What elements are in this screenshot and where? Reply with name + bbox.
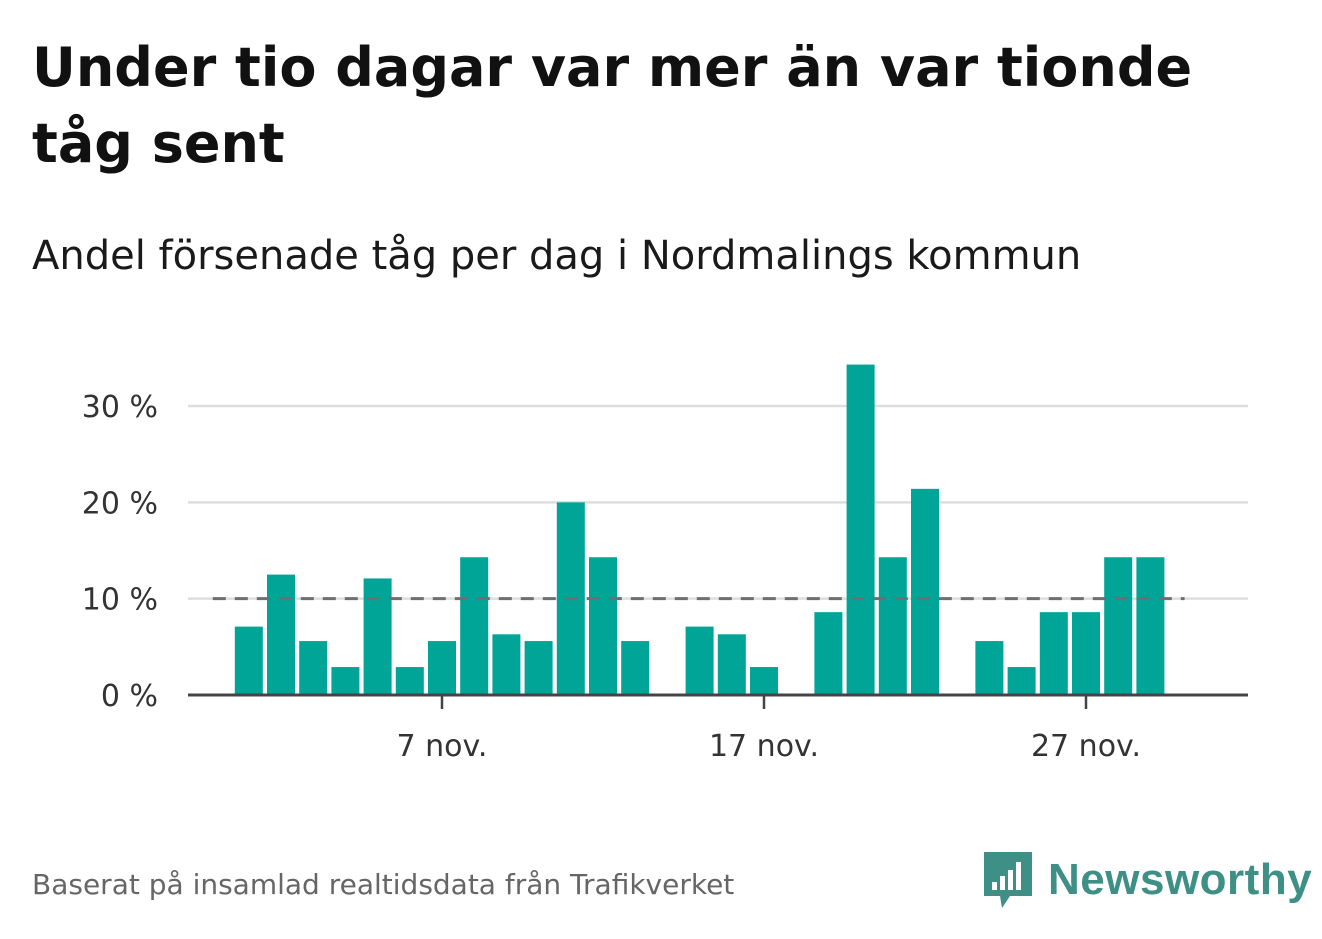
bar (1136, 557, 1165, 695)
bar (814, 612, 843, 695)
x-tick-label: 17 nov. (709, 729, 819, 764)
y-tick-label: 10 % (82, 583, 158, 618)
bar (750, 667, 778, 695)
bar (395, 667, 424, 695)
x-tick-label: 27 nov. (1031, 729, 1141, 764)
bar (267, 574, 295, 695)
logo-text: Newsworthy (1048, 855, 1313, 904)
bar (1039, 612, 1068, 695)
y-tick-label: 0 % (101, 679, 158, 714)
bar (524, 641, 553, 695)
x-tick-label: 7 nov. (397, 729, 488, 764)
bar (1104, 557, 1133, 695)
source-note: Baserat på insamlad realtidsdata från Tr… (32, 868, 735, 901)
newsworthy-logo: Newsworthy (980, 848, 1312, 912)
bar (428, 641, 456, 695)
bar (331, 667, 360, 695)
bar (975, 641, 1004, 695)
bar (234, 626, 263, 695)
bar (299, 641, 328, 695)
bar (685, 626, 714, 695)
bar-chart: 0 % 10 % 20 % 30 % 7 nov. 17 nov. 27 nov. (82, 364, 1248, 764)
chart-title: Under tio dagar var mer än var tionde tå… (32, 36, 1193, 175)
bar (911, 488, 939, 695)
y-tick-label: 30 % (82, 390, 158, 425)
bar (621, 641, 650, 695)
bar (878, 557, 907, 695)
bar (1007, 667, 1036, 695)
bar-chart-speech-bubble-icon (984, 852, 1032, 908)
y-tick-label: 20 % (82, 486, 158, 521)
chart-subtitle: Andel försenade tåg per dag i Nordmaling… (32, 233, 1082, 279)
bar (363, 578, 392, 695)
bar (460, 557, 489, 695)
bar (492, 634, 521, 695)
bar (589, 557, 617, 695)
bar (846, 364, 875, 695)
bar (1072, 612, 1100, 695)
bar (717, 634, 746, 695)
